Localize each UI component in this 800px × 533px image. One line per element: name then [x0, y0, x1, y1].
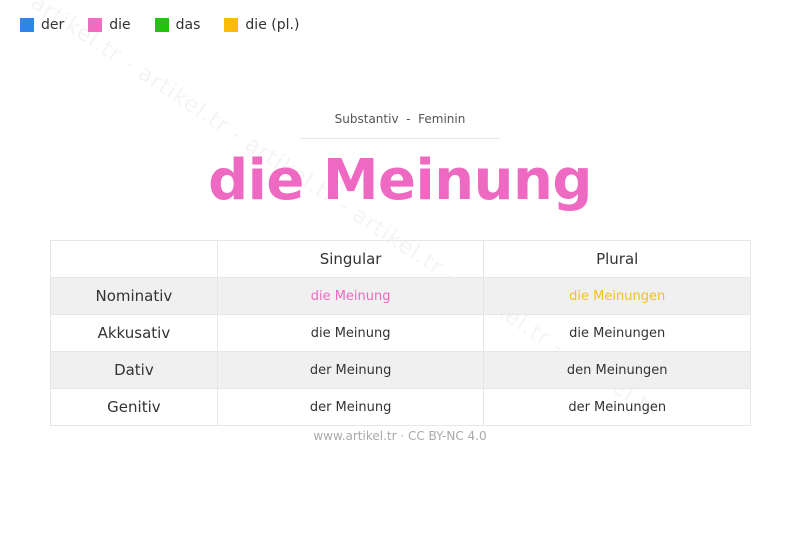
gender-legend: der die das die (pl.): [20, 17, 323, 33]
header-plural: Plural: [483, 240, 751, 278]
swatch-plural: [224, 18, 239, 32]
declension-table: Singular Plural Nominativ die Meinung di…: [50, 240, 751, 426]
legend-label: das: [175, 17, 201, 33]
singular-cell: die Meinung: [216, 277, 485, 315]
case-label: Nominativ: [50, 277, 218, 315]
legend-item-das: das: [154, 17, 201, 33]
table-row: Genitiv der Meinung der Meinungen: [50, 388, 751, 426]
plural-cell: die Meinungen: [483, 277, 751, 315]
case-label: Dativ: [50, 351, 218, 389]
table-row: Nominativ die Meinung die Meinungen: [50, 277, 751, 315]
word-type: Substantiv - Feminin: [334, 112, 466, 126]
plural-cell: die Meinungen: [483, 314, 751, 352]
singular-cell: die Meinung: [216, 314, 485, 352]
swatch-der: [20, 18, 34, 32]
singular-cell: der Meinung: [216, 351, 485, 389]
plural-cell: der Meinungen: [483, 388, 751, 426]
legend-item-die: die: [88, 17, 131, 33]
table-header-row: Singular Plural: [50, 240, 751, 278]
footer-credit: www.artikel.tr · CC BY-NC 4.0: [313, 429, 487, 443]
case-label: Akkusativ: [50, 314, 218, 352]
divider: [300, 138, 500, 139]
legend-label: der: [41, 17, 65, 33]
header-empty: [50, 240, 218, 278]
plural-cell: den Meinungen: [483, 351, 751, 389]
singular-cell: der Meinung: [216, 388, 485, 426]
page-title: die Meinung: [208, 148, 592, 213]
header-singular: Singular: [216, 240, 485, 278]
legend-label: die (pl.): [245, 17, 300, 33]
legend-item-plural: die (pl.): [224, 17, 299, 33]
table-row: Dativ der Meinung den Meinungen: [50, 351, 751, 389]
swatch-das: [154, 18, 169, 32]
legend-label: die: [109, 17, 131, 33]
table-row: Akkusativ die Meinung die Meinungen: [50, 314, 751, 352]
swatch-die: [88, 18, 103, 32]
case-label: Genitiv: [50, 388, 218, 426]
legend-item-der: der: [20, 17, 64, 33]
